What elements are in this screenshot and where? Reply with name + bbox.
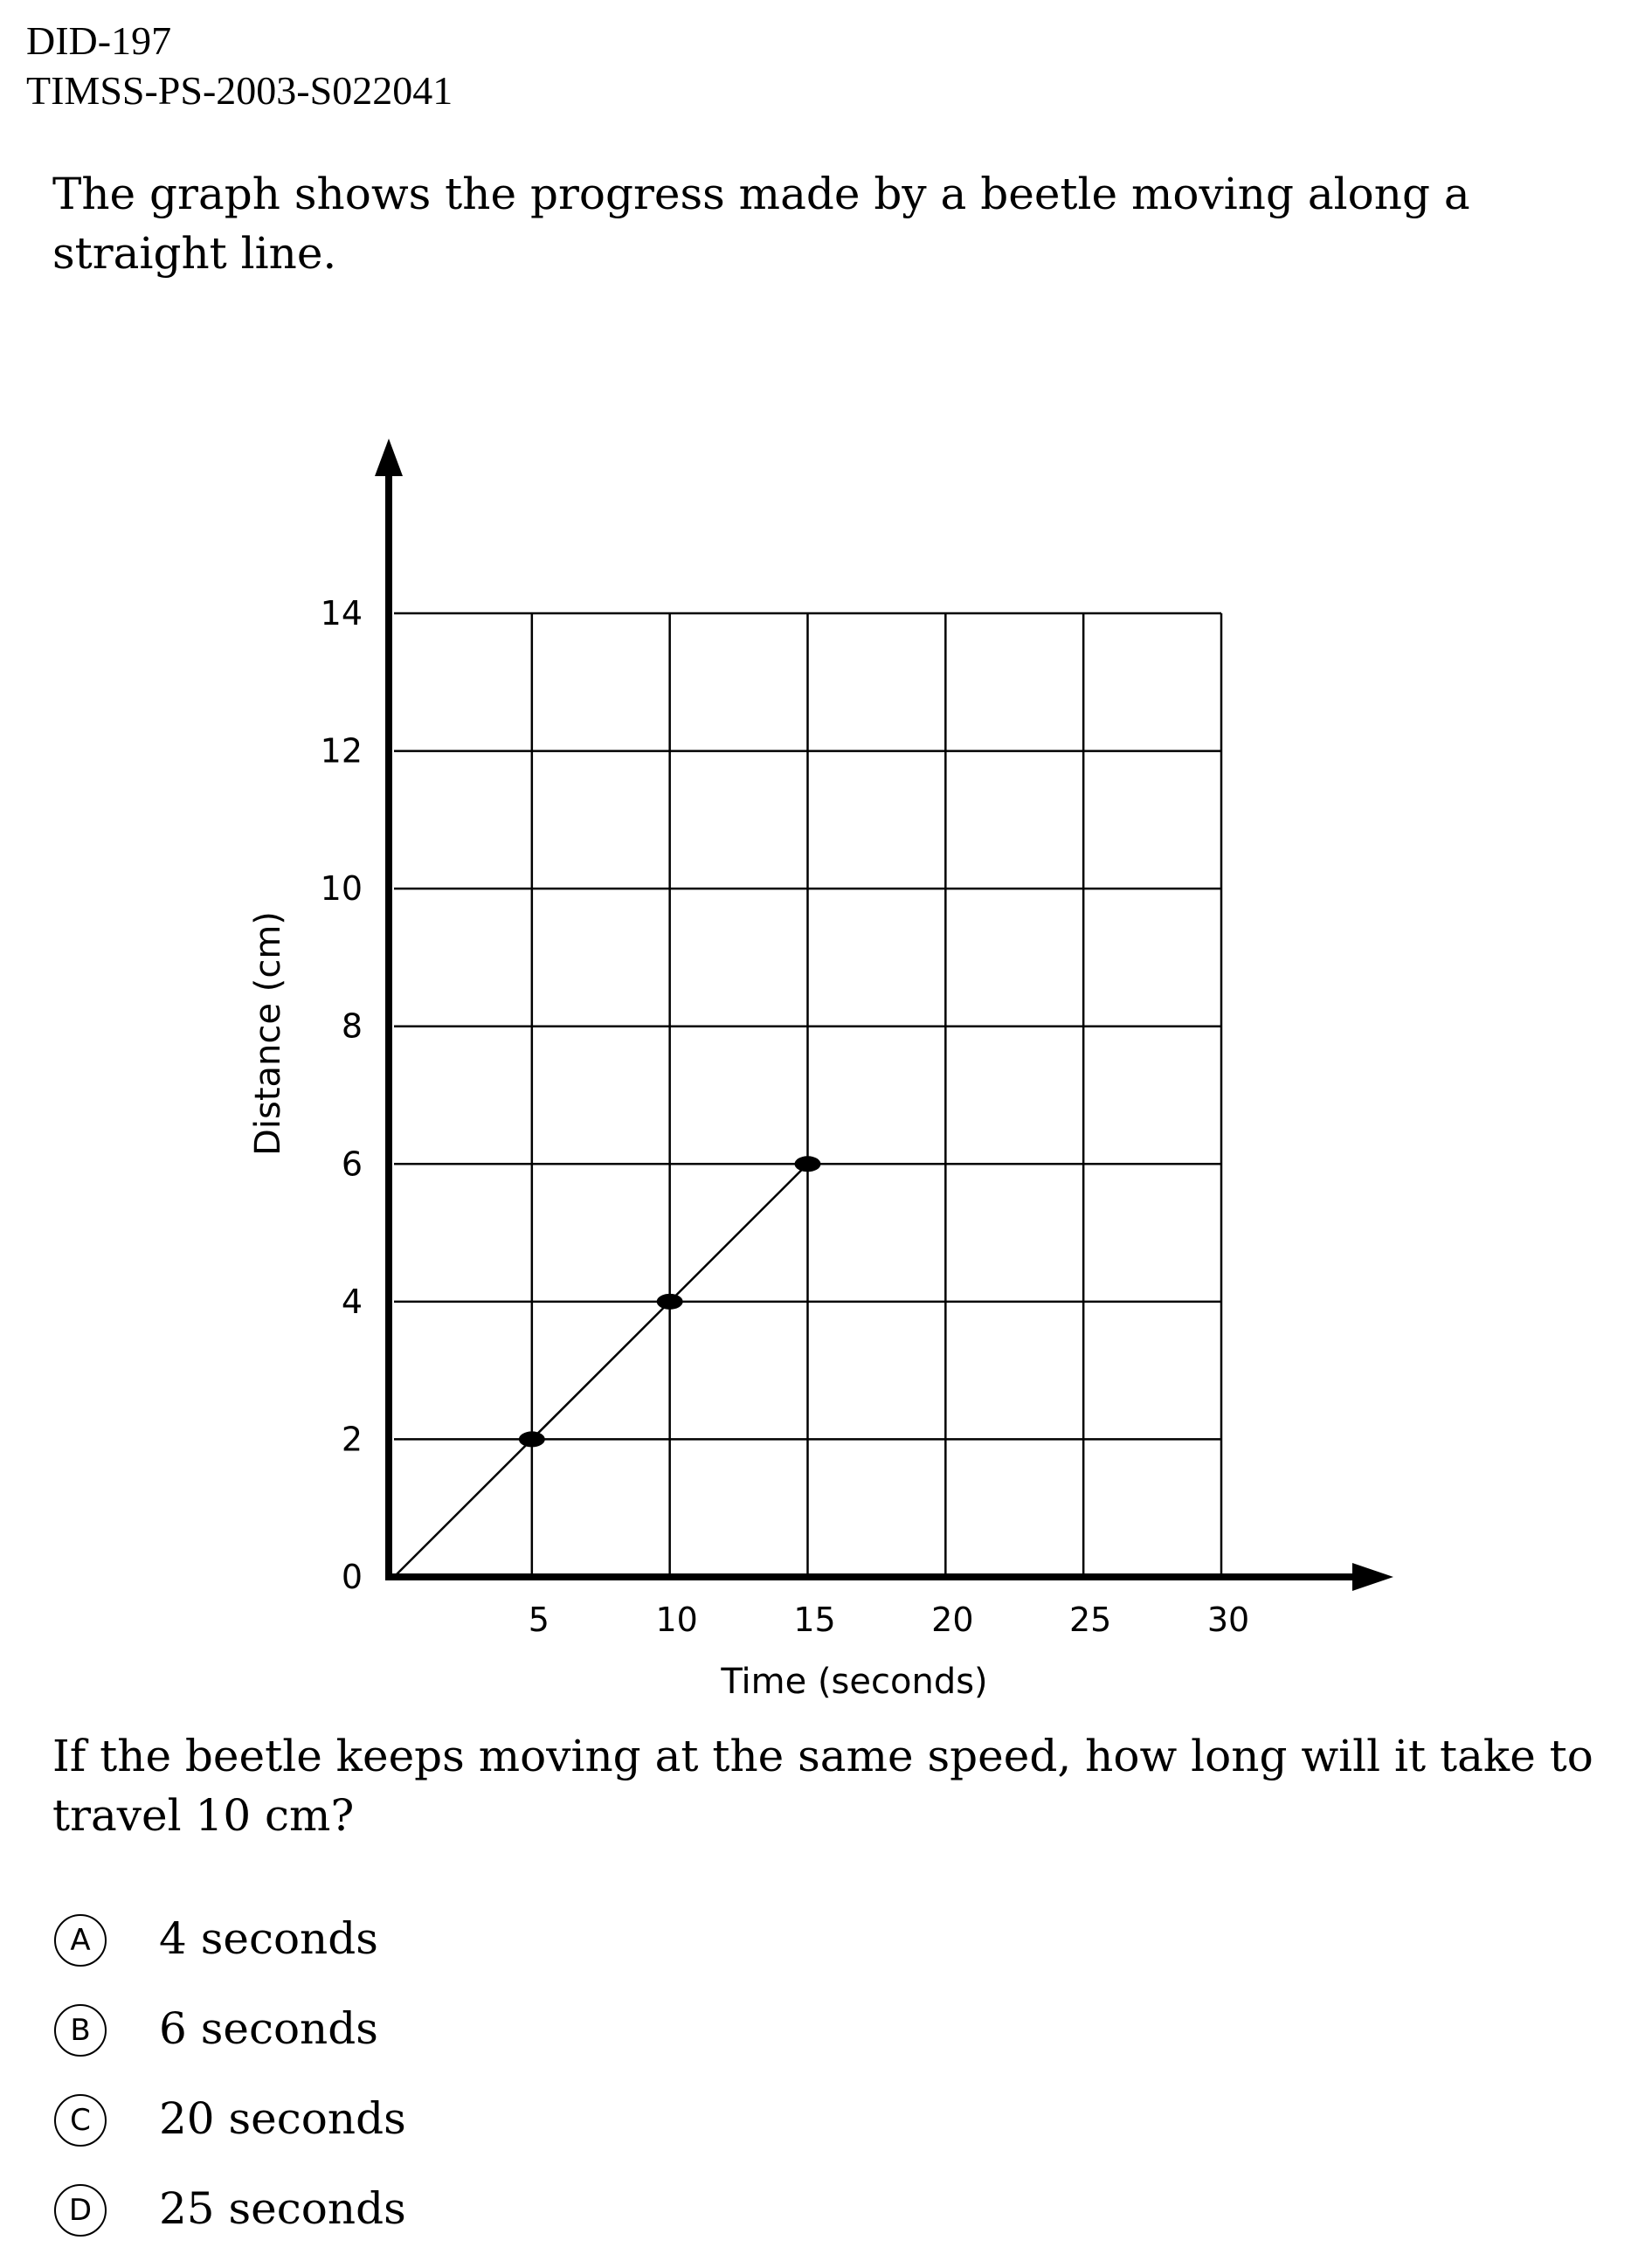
option-c-bubble[interactable]: C (54, 2094, 107, 2147)
x-tick-label: 10 (655, 1601, 697, 1639)
x-axis-label: Time (seconds) (720, 1662, 987, 1702)
y-tick-label: 6 (342, 1144, 363, 1183)
chart-axes (375, 439, 1393, 1591)
option-a-bubble[interactable]: A (54, 1914, 107, 1967)
option-d-bubble[interactable]: D (54, 2184, 107, 2237)
y-tick-label: 4 (342, 1283, 363, 1321)
y-axis-label: Distance (cm) (248, 911, 288, 1156)
y-tick-label: 14 (321, 594, 363, 633)
question-prompt: If the beetle keeps moving at the same s… (52, 1731, 1593, 1841)
chart-grid (394, 612, 1223, 1577)
y-tick-label: 2 (342, 1420, 363, 1458)
x-tick-label: 25 (1069, 1601, 1111, 1639)
question-intro: The graph shows the progress made by a b… (52, 169, 1470, 279)
x-tick-label: 5 (529, 1601, 549, 1639)
x-tick-label: 30 (1207, 1601, 1249, 1639)
y-tick-label: 0 (342, 1558, 363, 1596)
chart-series (393, 1156, 821, 1578)
x-tick-label: 20 (931, 1601, 973, 1639)
x-tick-label: 15 (793, 1601, 835, 1639)
option-b[interactable]: B 6 seconds (51, 1999, 662, 2069)
option-d[interactable]: D 25 seconds (51, 2179, 662, 2249)
option-a-text: 4 seconds (159, 1913, 378, 1964)
item-code: TIMSS-PS-2003-S022041 (26, 68, 453, 113)
option-d-text: 25 seconds (159, 2183, 406, 2234)
x-tick-labels: 5 10 15 20 25 30 (529, 1601, 1249, 1639)
data-line (393, 1163, 809, 1578)
distance-time-graph: 0 2 4 6 8 10 12 14 5 10 15 20 25 30 Time (seconds) D… (248, 439, 1393, 1702)
y-tick-label: 12 (321, 732, 363, 771)
option-b-text: 6 seconds (159, 2003, 378, 2054)
option-c[interactable]: C 20 seconds (51, 2089, 662, 2159)
y-tick-label: 8 (342, 1007, 363, 1046)
data-point (794, 1156, 821, 1172)
option-b-bubble[interactable]: B (54, 2004, 107, 2057)
option-c-text: 20 seconds (159, 2093, 406, 2144)
y-tick-label: 10 (321, 869, 363, 908)
y-axis-arrowhead (375, 439, 403, 476)
data-point (656, 1293, 683, 1310)
y-tick-labels: 0 2 4 6 8 10 12 14 (321, 594, 363, 1596)
x-axis-arrowhead (1352, 1563, 1393, 1591)
data-point (518, 1431, 545, 1448)
item-id: DID-197 (26, 18, 172, 63)
document-header: DID-197 TIMSS-PS-2003-S022041 (26, 16, 453, 115)
option-a[interactable]: A 4 seconds (51, 1909, 662, 1979)
